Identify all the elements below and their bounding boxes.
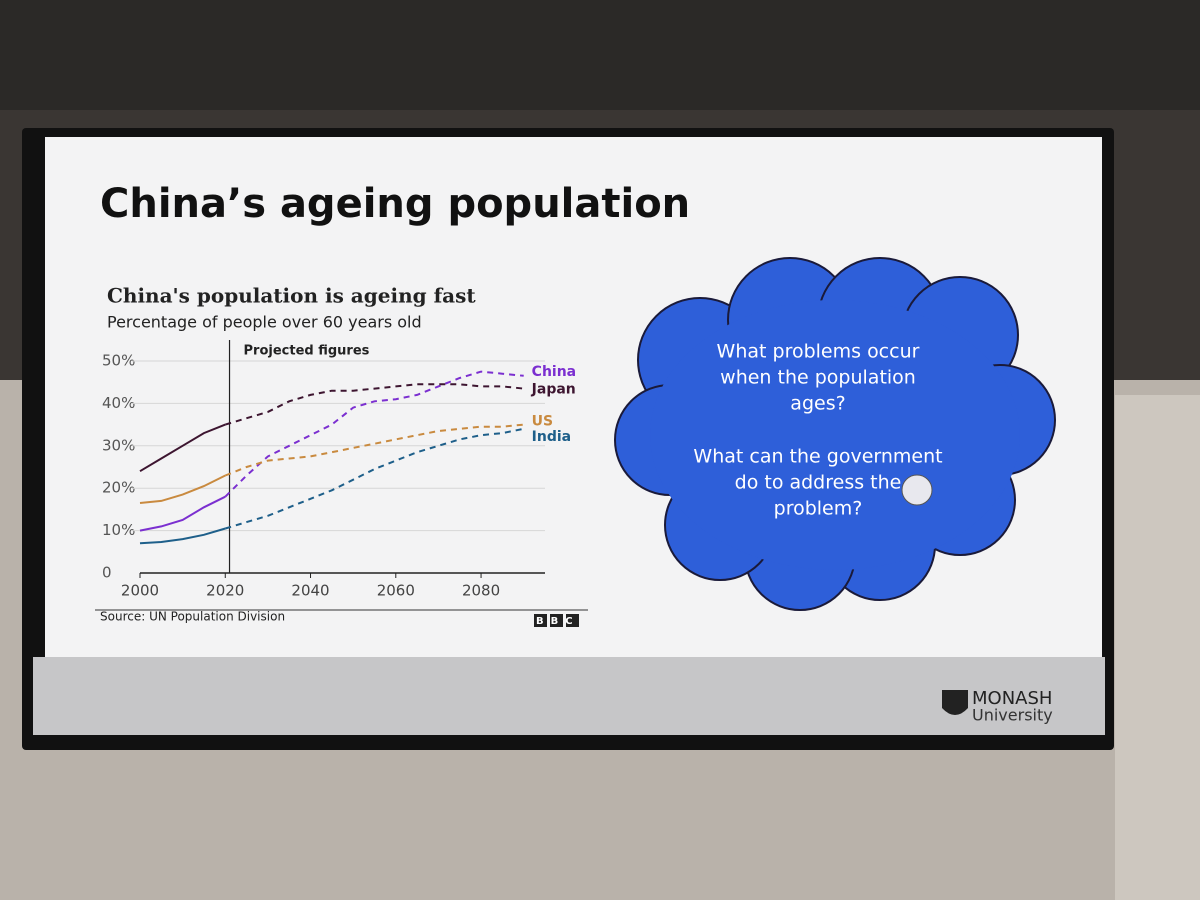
pen-icon [901, 474, 933, 506]
projection-label: Projected figures [244, 344, 370, 359]
logo: MONASH University [942, 688, 1053, 725]
slide-footer [33, 657, 1105, 735]
x-tick-label: 2040 [291, 582, 329, 600]
series-label: India [532, 429, 571, 445]
projected-line [224, 370, 524, 498]
y-tick-label: 40% [102, 394, 135, 412]
y-tick-label: 0 [102, 564, 112, 582]
brand-box [550, 614, 563, 627]
cloud-body [650, 300, 1020, 570]
x-tick-label: 2020 [206, 582, 244, 600]
x-tick-label: 2080 [462, 582, 500, 600]
brand-box [534, 614, 547, 627]
historic-line [139, 495, 226, 532]
y-tick-label: 30% [102, 436, 135, 454]
cloud [614, 257, 1056, 611]
historic-line [139, 423, 226, 473]
chart-title: China's population is ageing fast [107, 284, 476, 308]
series-label: Japan [531, 382, 576, 398]
plot: 0 10% 20% 30% 40% 50% 2000 2020 2040 2060 2080 Proj… [102, 340, 576, 600]
cloud-line: What problems occur [717, 341, 920, 363]
slide-title: China’s ageing population [100, 181, 690, 227]
logo-crest [942, 690, 968, 715]
ceiling [0, 0, 1200, 110]
historic-line [139, 527, 226, 545]
logo-subtitle: University [972, 706, 1053, 725]
brand-box [566, 614, 579, 627]
logo-name: MONASH [972, 688, 1052, 709]
historic-line [139, 474, 226, 504]
chart-subtitle: Percentage of people over 60 years old [107, 313, 422, 332]
cloud-line: when the population [720, 367, 916, 389]
projected-line [224, 423, 524, 477]
series-label: US [532, 414, 553, 430]
y-tick-label: 10% [102, 521, 135, 539]
y-tick-label: 20% [102, 479, 135, 497]
source: Source: UN Population Division [100, 610, 285, 624]
cloud-line: problem? [774, 498, 863, 520]
cloud-line: do to address the [735, 472, 902, 494]
whiteboard [1115, 395, 1200, 900]
x-tick-label: 2000 [121, 582, 159, 600]
projected-line [225, 383, 524, 426]
x-tick-label: 2060 [377, 582, 415, 600]
cloud-line: What can the government [693, 446, 942, 468]
cloud-text: What problems occur when the population ag… [693, 341, 942, 520]
cloud-line: ages? [790, 393, 845, 415]
series-label: China [532, 364, 576, 380]
brand-logo: BBC [534, 614, 580, 627]
projected-line [225, 427, 524, 530]
y-tick-label: 50% [102, 352, 135, 370]
brand: BBC [536, 616, 580, 627]
